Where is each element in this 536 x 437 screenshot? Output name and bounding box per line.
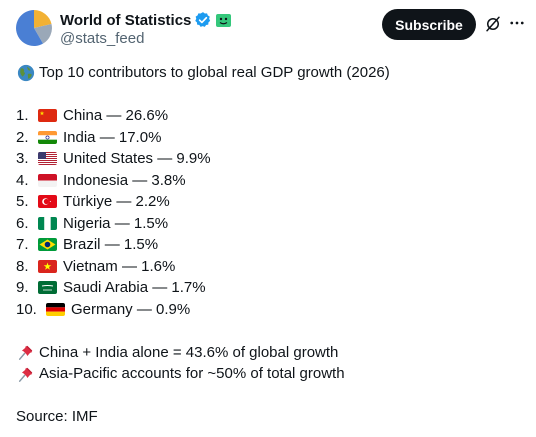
rank-number: 10. [16,300,37,318]
note-line: China + India alone = 43.6% of global gr… [16,342,526,364]
rank-number: 1. [16,107,29,125]
country-name: Türkiye [63,193,113,211]
flag-china-icon [38,109,57,123]
country-name: Indonesia [63,171,129,189]
separator: — [116,193,132,211]
affiliate-badge-icon[interactable] [216,13,232,27]
flag-saudi-arabia-icon [38,281,57,295]
separator: — [157,150,173,168]
flag-germany-icon [46,302,65,316]
subscribe-button[interactable]: Subscribe [382,9,476,40]
rank-number: 6. [16,214,29,232]
share-value: 1.7% [171,279,206,297]
share-value: 1.6% [141,257,176,275]
name-row: World of Statistics [60,10,232,30]
share-value: 3.8% [151,171,186,189]
list-item: 2. India — 17.0% [16,127,526,149]
spacer [16,385,526,407]
avatar[interactable] [14,8,54,48]
separator: — [121,257,137,275]
share-value: 9.9% [176,150,211,168]
list-item: 4. Indonesia — 3.8% [16,170,526,192]
share-value: 17.0% [118,128,162,146]
grok-icon[interactable] [484,15,502,33]
note-line: Asia-Pacific accounts for ~50% of total … [16,363,526,385]
pushpin-emoji-icon [16,343,35,362]
country-name: India [63,128,96,146]
display-name[interactable]: World of Statistics [60,11,192,29]
country-name: Brazil [63,236,101,254]
flag-brazil-icon [38,238,57,252]
title-line: Top 10 contributors to global real GDP g… [16,62,526,84]
more-options-icon[interactable] [508,14,526,32]
list-item: 3. United States — 9.9% [16,148,526,170]
tweet-title: Top 10 contributors to global real GDP g… [39,64,390,82]
country-name: Nigeria [63,214,111,232]
separator: — [99,128,115,146]
list-item: 8. Vietnam — 1.6% [16,256,526,278]
separator: — [152,279,168,297]
rank-number: 9. [16,279,29,297]
list-item: 6. Nigeria — 1.5% [16,213,526,235]
list-item: 1. China — 26.6% [16,105,526,127]
list-item: 7. Brazil — 1.5% [16,234,526,256]
flag-vietnam-icon [38,259,57,273]
separator: — [136,300,152,318]
spacer [16,320,526,342]
account-handle[interactable]: @stats_feed [60,30,145,47]
share-value: 2.2% [135,193,170,211]
flag-united-states-icon [38,152,57,166]
rank-number: 8. [16,257,29,275]
flag-indonesia-icon [38,173,57,187]
spacer [16,84,526,106]
country-name: Saudi Arabia [63,279,149,297]
tweet-text: Top 10 contributors to global real GDP g… [16,62,526,428]
separator: — [114,214,130,232]
verified-badge-icon [194,11,212,29]
list-item: 10. Germany — 0.9% [16,299,526,321]
note-text: Asia-Pacific accounts for ~50% of total … [39,365,345,383]
country-name: Germany [71,300,133,318]
separator: — [104,236,120,254]
share-value: 26.6% [125,107,169,125]
source-text: Source: IMF [16,408,98,426]
separator: — [106,107,122,125]
share-value: 1.5% [123,236,159,254]
flag-turkiye-icon [38,195,57,209]
globe-emoji-icon [16,63,35,82]
list-item: 9. Saudi Arabia — 1.7% [16,277,526,299]
rank-number: 3. [16,150,29,168]
share-value: 0.9% [156,300,191,318]
rank-number: 5. [16,193,29,211]
source-line: Source: IMF [16,406,526,428]
flag-nigeria-icon [38,216,57,230]
list-item: 5. Türkiye — 2.2% [16,191,526,213]
flag-india-icon [38,130,57,144]
separator: — [132,171,148,189]
tweet-header: World of Statistics @stats_feed Subscrib… [0,0,536,52]
country-name: United States [63,150,154,168]
country-name: Vietnam [63,257,118,275]
pushpin-emoji-icon [16,364,35,383]
rank-number: 4. [16,171,29,189]
country-name: China [63,107,103,125]
rank-number: 2. [16,128,29,146]
rank-number: 7. [16,236,29,254]
share-value: 1.5% [133,214,169,232]
note-text: China + India alone = 43.6% of global gr… [39,343,339,361]
